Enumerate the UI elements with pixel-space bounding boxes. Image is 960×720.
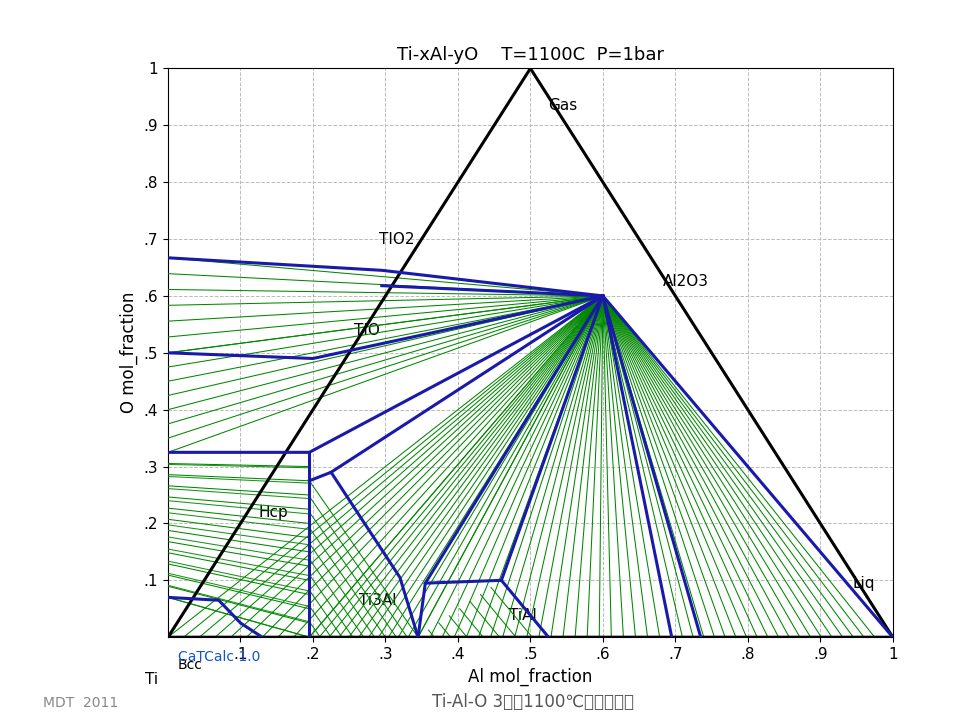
Text: Ti: Ti <box>146 672 158 688</box>
Text: Liq: Liq <box>852 576 876 590</box>
Text: MDT  2011: MDT 2011 <box>43 696 118 710</box>
Text: Gas: Gas <box>548 98 578 113</box>
Text: Bcc: Bcc <box>178 657 203 672</box>
Text: Ti3Al: Ti3Al <box>359 593 396 608</box>
Text: TiAl: TiAl <box>509 608 537 623</box>
Text: CaTCalc 1.0: CaTCalc 1.0 <box>178 650 260 664</box>
Title: Ti-xAl-yO    T=1100C  P=1bar: Ti-xAl-yO T=1100C P=1bar <box>396 46 664 64</box>
Y-axis label: O mol_fraction: O mol_fraction <box>120 292 138 413</box>
Text: Al2O3: Al2O3 <box>663 274 709 289</box>
X-axis label: Al mol_fraction: Al mol_fraction <box>468 667 592 685</box>
Text: TIO: TIO <box>354 323 380 338</box>
Text: Ti-Al-O 3元关1100℃等温断面図: Ti-Al-O 3元关1100℃等温断面図 <box>432 693 634 711</box>
Text: TIO2: TIO2 <box>378 232 414 246</box>
Text: Hcp: Hcp <box>258 505 288 520</box>
